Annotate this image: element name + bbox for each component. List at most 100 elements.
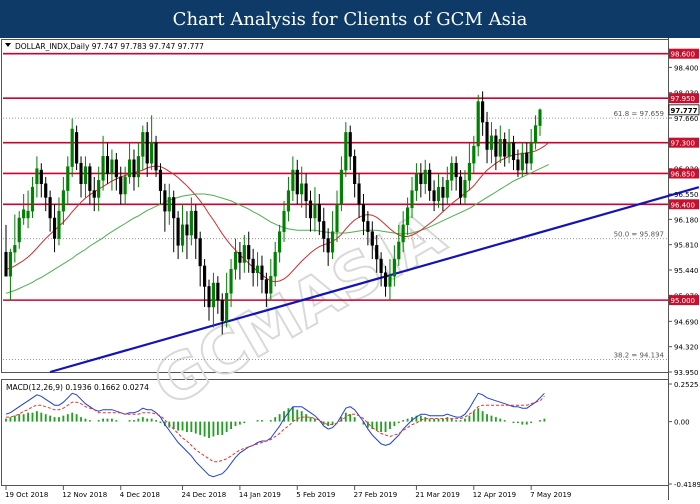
candle-body: [269, 275, 273, 294]
candle-body: [57, 210, 61, 239]
candle-body: [278, 231, 282, 253]
y-tick-label: 98.400: [674, 64, 699, 72]
candle-body: [503, 139, 507, 157]
level-tag: [669, 48, 699, 59]
last-price-label: 97.777: [671, 107, 698, 115]
candle-body: [392, 258, 396, 277]
candle-body: [507, 142, 511, 157]
candle-body: [185, 224, 189, 236]
candle-body: [432, 190, 436, 202]
fib-label: 50.0 = 95.897: [614, 231, 664, 239]
x-tick-label: 7 May 2019: [530, 491, 571, 499]
candle-body: [123, 176, 127, 195]
candle-body: [238, 251, 242, 263]
level-tag-label: 97.300: [671, 140, 696, 148]
candle-body: [4, 251, 8, 277]
candle-body: [247, 245, 251, 260]
candle-body: [220, 299, 224, 321]
candle-body: [498, 139, 502, 157]
candle-body: [335, 204, 339, 232]
y-tick-label: 95.810: [674, 242, 699, 250]
candle-body: [127, 159, 132, 178]
candle-body: [75, 132, 79, 164]
candle-body: [22, 209, 26, 219]
candle-body: [308, 200, 313, 219]
candle-body: [454, 162, 458, 178]
y-tick-label: 95.440: [674, 267, 699, 275]
candle-body: [397, 241, 401, 260]
candle-body: [357, 183, 361, 205]
candle-body: [92, 190, 96, 198]
y-tick-label: 94.690: [674, 318, 699, 326]
candle-body: [176, 217, 180, 246]
candle-body: [70, 128, 74, 167]
candle-body: [66, 166, 70, 191]
trendline: [49, 186, 700, 374]
candle-body: [17, 217, 21, 243]
candle-body: [211, 282, 215, 308]
candle-body: [379, 258, 383, 273]
candle-body: [97, 180, 101, 198]
symbol-header: DOLLAR_INDX,Daily 97.747 97.783 97.747 9…: [15, 42, 204, 51]
candle-body: [242, 245, 246, 263]
x-tick-label: 14 Jan 2019: [239, 491, 281, 499]
candle-body: [88, 166, 92, 191]
candle-body: [485, 121, 489, 150]
level-tag: [669, 137, 699, 148]
candle-body: [520, 152, 524, 171]
candle-body: [132, 159, 136, 178]
candle-body: [61, 190, 65, 212]
candle-body: [48, 197, 52, 219]
macd-y-tick-label: 0.00: [674, 419, 690, 427]
level-tag: [669, 168, 699, 179]
x-tick-label: 19 Oct 2018: [5, 491, 48, 499]
candle-body: [511, 142, 516, 161]
candle-body: [154, 142, 158, 171]
y-tick-label: 93.950: [674, 369, 699, 377]
candle-body: [44, 183, 48, 198]
candle-body: [158, 169, 163, 191]
candle-body: [251, 258, 255, 273]
candle-body: [180, 224, 185, 246]
x-tick-label: 27 Feb 2019: [354, 491, 398, 499]
candle-body: [366, 221, 370, 232]
candle-body: [428, 169, 432, 191]
candle-body: [494, 135, 498, 157]
candle-body: [423, 169, 427, 185]
candle-body: [207, 286, 211, 308]
candle-body: [458, 176, 463, 198]
page-title: Chart Analysis for Clients of GCM Asia: [172, 8, 528, 30]
chart-frame: GCMASIA 98.40098.03097.66097.29096.92096…: [0, 38, 700, 500]
level-tag: [669, 199, 699, 210]
candle-body: [348, 132, 352, 157]
candle-body: [198, 238, 202, 267]
candle-body: [476, 101, 480, 147]
fib-label: 38.2 = 94.134: [614, 351, 665, 359]
candle-body: [13, 245, 17, 253]
price-chart[interactable]: GCMASIA 98.40098.03097.66097.29096.92096…: [0, 38, 700, 500]
candle-body: [203, 265, 207, 287]
candle-body: [216, 282, 220, 301]
candle-body: [419, 173, 423, 185]
candle-body: [83, 166, 88, 185]
candle-body: [516, 159, 520, 171]
x-tick-label: 21 Mar 2019: [415, 491, 459, 499]
candle-body: [489, 135, 494, 150]
candle-body: [273, 251, 277, 277]
candle-body: [538, 109, 542, 126]
candle-body: [406, 207, 410, 226]
candle-body: [445, 180, 449, 198]
candle-body: [286, 190, 291, 212]
candle-body: [481, 101, 485, 123]
candle-body: [322, 221, 326, 239]
candle-body: [233, 251, 238, 270]
candle-body: [414, 173, 419, 191]
macd-signal-line: [6, 395, 545, 463]
candle-body: [529, 142, 533, 164]
candle-body: [163, 190, 167, 212]
macd-y-tick-label: 0.2525: [674, 381, 699, 389]
candle-body: [436, 186, 441, 202]
candle-body: [361, 204, 366, 222]
candle-body: [441, 186, 445, 198]
dropdown-triangle-icon[interactable]: [5, 43, 11, 47]
